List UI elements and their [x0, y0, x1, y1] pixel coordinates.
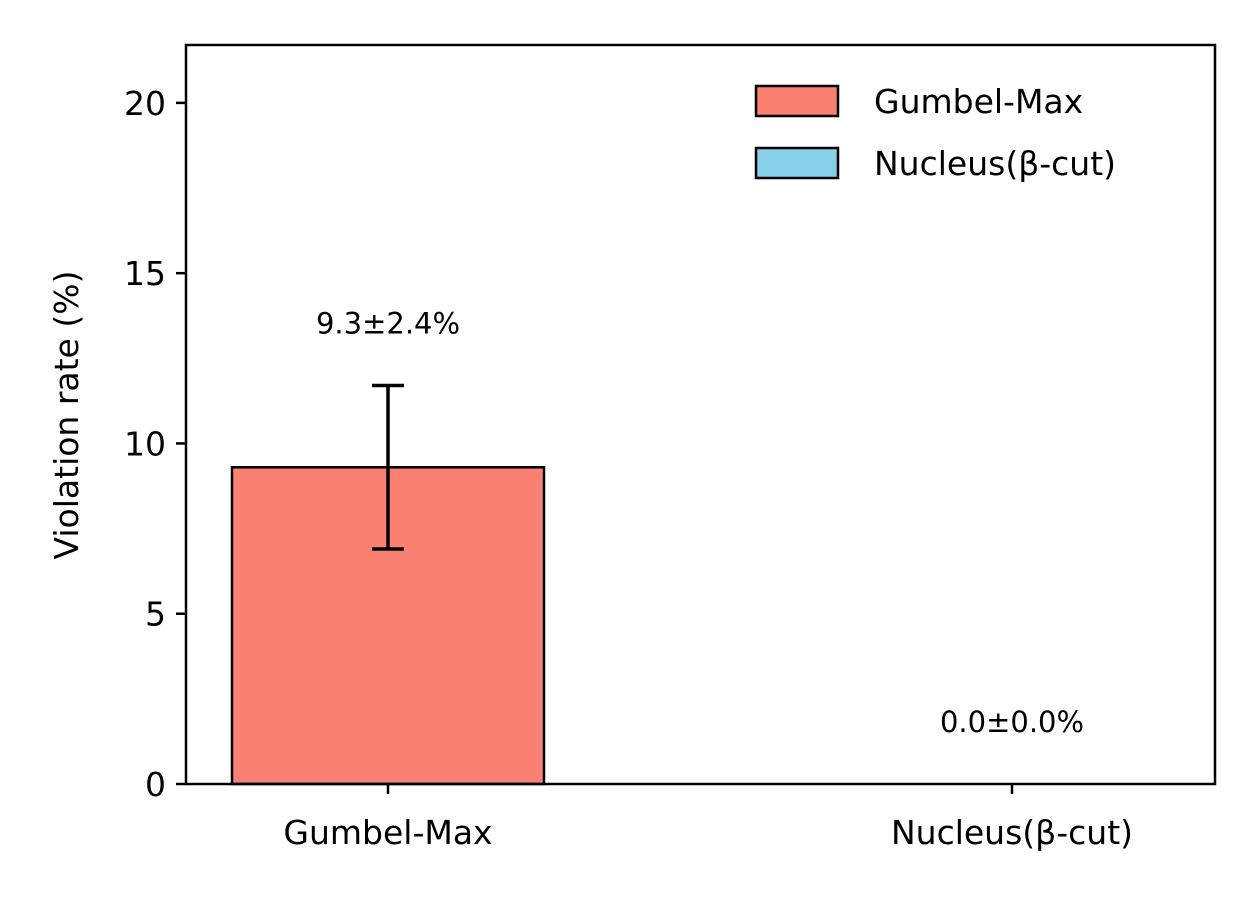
legend-label-1: Nucleus(β-cut): [874, 144, 1116, 183]
y-tick-label: 10: [124, 424, 166, 463]
plot-frame: [184, 43, 1217, 786]
y-axis-label: Violation rate (%): [47, 271, 86, 560]
legend-swatch-0: [754, 84, 840, 118]
x-tick-label: Nucleus(β-cut): [891, 813, 1133, 852]
data-label-1: 0.0±0.0%: [940, 705, 1084, 739]
legend-label-0: Gumbel-Max: [874, 82, 1083, 121]
y-tick-label: 15: [124, 254, 166, 293]
error-bar-0: [372, 383, 404, 551]
data-label-0: 9.3±2.4%: [316, 307, 460, 341]
y-tick-label: 20: [124, 84, 166, 123]
y-tick-label: 5: [145, 595, 166, 634]
x-tick-label: Gumbel-Max: [283, 813, 492, 852]
legend: Gumbel-Max Nucleus(β-cut): [754, 82, 1116, 183]
legend-swatch-1: [754, 146, 840, 180]
plot-area: 9.3±2.4% 0.0±0.0% 0 5 10 15 20 Gumbel-Max Nucleu…: [124, 43, 1217, 852]
y-tick-label: 0: [145, 765, 166, 804]
